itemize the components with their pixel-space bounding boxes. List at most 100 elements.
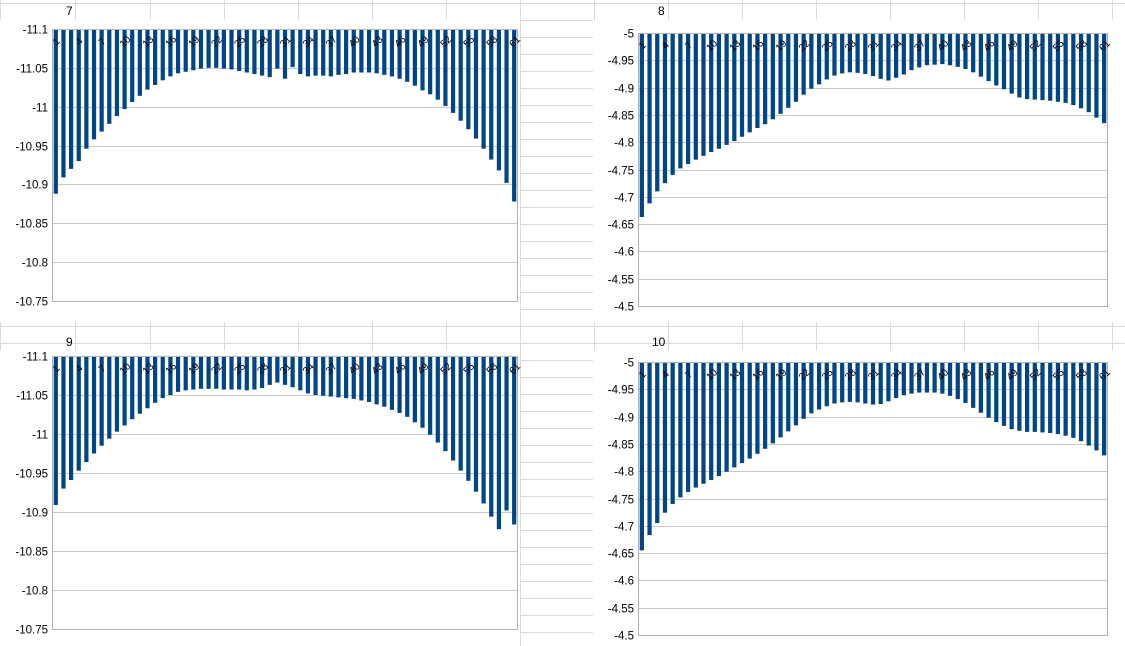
bar[interactable] — [894, 33, 899, 78]
bar[interactable] — [685, 33, 691, 165]
bar[interactable] — [458, 29, 463, 121]
bar[interactable] — [496, 29, 501, 171]
bar[interactable] — [351, 356, 356, 399]
bar[interactable] — [994, 362, 999, 423]
bar[interactable] — [435, 356, 440, 443]
bar[interactable] — [183, 29, 188, 72]
bar[interactable] — [778, 362, 783, 438]
bar[interactable] — [763, 33, 768, 125]
bar[interactable] — [473, 356, 479, 492]
bar[interactable] — [282, 356, 288, 385]
bar[interactable] — [366, 29, 372, 73]
bar[interactable] — [678, 362, 683, 498]
bar[interactable] — [336, 356, 341, 398]
bar[interactable] — [739, 362, 745, 464]
bar[interactable] — [670, 362, 675, 504]
bar[interactable] — [374, 29, 379, 74]
bar[interactable] — [1009, 362, 1014, 430]
bar[interactable] — [732, 33, 737, 142]
bar[interactable] — [229, 356, 234, 390]
bar[interactable] — [237, 29, 242, 71]
bar[interactable] — [328, 356, 333, 397]
bar[interactable] — [458, 356, 463, 471]
bar[interactable] — [69, 29, 74, 169]
bar[interactable] — [909, 33, 914, 71]
bar[interactable] — [382, 356, 387, 407]
bar[interactable] — [389, 356, 395, 410]
bar[interactable] — [145, 356, 150, 409]
bar[interactable] — [763, 362, 768, 449]
bar[interactable] — [917, 362, 922, 393]
bar[interactable] — [1094, 362, 1099, 451]
bar[interactable] — [955, 362, 960, 400]
bar[interactable] — [221, 356, 226, 390]
bar[interactable] — [153, 29, 158, 85]
bar-chart-8[interactable]: -4.5 -4.55 -4.6 -4.65 -4.7 -4.75 -4.8 -4.85 -4.9… — [593, 20, 1125, 322]
bar[interactable] — [84, 356, 89, 463]
bar[interactable] — [512, 29, 517, 202]
bar[interactable] — [244, 356, 249, 391]
bar[interactable] — [206, 356, 211, 389]
bar[interactable] — [932, 362, 937, 393]
bar[interactable] — [130, 29, 135, 103]
bar[interactable] — [1032, 362, 1037, 432]
bar[interactable] — [940, 362, 945, 394]
bar[interactable] — [709, 33, 714, 153]
bar[interactable] — [275, 356, 280, 383]
bar[interactable] — [290, 356, 295, 388]
bar[interactable] — [76, 356, 81, 471]
bar[interactable] — [778, 33, 783, 114]
bar[interactable] — [855, 33, 860, 73]
bar[interactable] — [183, 356, 188, 391]
bar[interactable] — [145, 29, 150, 90]
bar[interactable] — [816, 33, 822, 85]
bar[interactable] — [770, 362, 775, 444]
bar[interactable] — [313, 356, 318, 395]
bar[interactable] — [344, 356, 349, 399]
bar[interactable] — [282, 29, 288, 79]
bar[interactable] — [496, 356, 501, 530]
bar[interactable] — [405, 356, 410, 417]
bar[interactable] — [137, 29, 142, 96]
bar[interactable] — [504, 356, 509, 511]
bar[interactable] — [1017, 33, 1022, 98]
bar[interactable] — [344, 29, 349, 75]
bar[interactable] — [747, 362, 752, 459]
bar[interactable] — [1009, 33, 1014, 94]
bar[interactable] — [863, 362, 868, 404]
bar[interactable] — [716, 362, 722, 477]
bar[interactable] — [755, 362, 760, 454]
bar[interactable] — [1094, 33, 1099, 118]
bar[interactable] — [1086, 33, 1091, 113]
bar[interactable] — [994, 33, 999, 86]
bar[interactable] — [971, 362, 976, 408]
bar[interactable] — [1017, 362, 1022, 431]
bar[interactable] — [670, 33, 675, 175]
bar[interactable] — [801, 33, 806, 95]
cell-label-9[interactable]: 9 — [66, 335, 73, 349]
bar[interactable] — [847, 33, 853, 73]
bar[interactable] — [793, 33, 799, 102]
bar[interactable] — [662, 362, 668, 513]
bar[interactable] — [1001, 362, 1007, 426]
bar[interactable] — [229, 29, 234, 70]
bar[interactable] — [91, 356, 97, 454]
bar[interactable] — [724, 33, 729, 145]
bar[interactable] — [678, 33, 683, 169]
bar[interactable] — [214, 356, 219, 389]
bar[interactable] — [909, 362, 914, 394]
bar[interactable] — [1086, 362, 1091, 446]
bar[interactable] — [901, 33, 906, 75]
bar[interactable] — [99, 29, 104, 132]
bar[interactable] — [971, 33, 976, 73]
bar[interactable] — [1048, 33, 1053, 101]
bar[interactable] — [894, 362, 899, 399]
bar[interactable] — [450, 29, 456, 113]
bar[interactable] — [191, 29, 196, 71]
bar[interactable] — [122, 29, 127, 110]
bar[interactable] — [693, 362, 698, 488]
bar[interactable] — [153, 356, 158, 403]
bar[interactable] — [870, 362, 876, 405]
bar[interactable] — [374, 356, 379, 405]
bar[interactable] — [1032, 33, 1037, 100]
